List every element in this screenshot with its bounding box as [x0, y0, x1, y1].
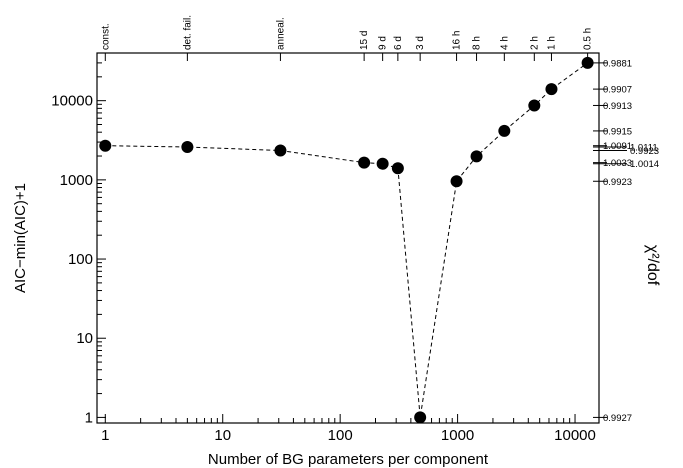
x-axis-label: Number of BG parameters per component — [208, 451, 489, 468]
y-ticks: 1 10 100 1000 10000 — [51, 53, 106, 426]
right-tick-label: 0.9923 — [603, 177, 632, 188]
right-tick-label: 1.0014 — [630, 159, 659, 170]
data-point — [99, 140, 111, 152]
series-dashed-line — [105, 63, 587, 418]
top-tick-label: 16 h — [452, 31, 463, 50]
x-ticks: 1 10 100 1000 10000 — [101, 414, 596, 444]
data-point — [471, 150, 483, 162]
top-tick-label: 4 h — [499, 36, 510, 50]
data-point — [414, 411, 426, 423]
right-tick-label: 0.9915 — [603, 126, 632, 137]
top-tick-label: 1 h — [546, 36, 557, 50]
data-point — [181, 141, 193, 153]
data-point — [451, 175, 463, 187]
data-point — [582, 57, 594, 69]
data-point — [392, 162, 404, 174]
top-tick-label: 6 d — [393, 36, 404, 50]
right-axis-labels: 0.98810.99070.99130.99151.00911.01110.99… — [593, 58, 659, 424]
plot-frame — [97, 53, 599, 423]
top-tick-label: 9 d — [378, 36, 389, 50]
x-tick-label: 10000 — [554, 427, 596, 444]
data-point — [528, 99, 540, 111]
top-tick-label: 0.5 h — [583, 28, 594, 50]
top-tick-label: anneal. — [275, 17, 286, 50]
series-points — [99, 57, 593, 424]
data-point — [358, 157, 370, 169]
y-tick-label: 1 — [85, 409, 93, 426]
right-tick-label: 0.9907 — [603, 85, 632, 96]
top-axis-labels: const. det. fail. anneal. 15 d 9 d 6 d 3 d 16 h… — [100, 15, 593, 61]
x-tick-label: 10 — [214, 427, 231, 444]
right-tick-label: 0.9881 — [603, 58, 632, 69]
y-tick-label: 100 — [68, 251, 93, 268]
y-tick-label: 10 — [76, 330, 93, 347]
top-tick-label: 8 h — [472, 36, 483, 50]
data-point — [545, 83, 557, 95]
top-tick-label: 3 d — [415, 36, 426, 50]
top-tick-label: det. fail. — [182, 15, 193, 50]
right-axis-label: χ²/dof — [644, 245, 661, 286]
data-point — [274, 144, 286, 156]
top-tick-label: const. — [100, 23, 111, 50]
right-tick-label: 0.9913 — [603, 101, 632, 112]
top-tick-label: 15 d — [359, 31, 370, 50]
x-tick-label: 100 — [328, 427, 353, 444]
y-tick-label: 1000 — [60, 172, 93, 189]
x-tick-label: 1000 — [441, 427, 474, 444]
x-tick-label: 1 — [101, 427, 109, 444]
y-axis-label: AIC−min(AIC)+1 — [12, 183, 29, 293]
data-point — [498, 125, 510, 137]
right-tick-label: 0.9927 — [603, 413, 632, 424]
right-tick-label: 0.9923 — [630, 146, 659, 157]
data-point — [377, 158, 389, 170]
top-tick-label: 2 h — [529, 36, 540, 50]
y-tick-label: 10000 — [51, 93, 93, 110]
